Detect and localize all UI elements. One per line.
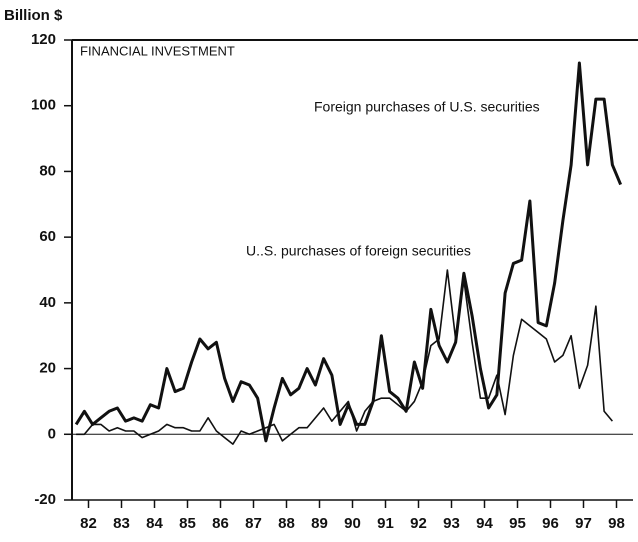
x-tick-label: 93: [443, 515, 460, 532]
x-tick-label: 88: [278, 515, 295, 532]
y-tick-label: 20: [39, 360, 56, 377]
y-axis-label: Billion $: [4, 7, 63, 24]
y-tick-label: -20: [34, 491, 56, 508]
x-tick-label: 89: [311, 515, 328, 532]
y-tick-label: 40: [39, 294, 56, 311]
x-tick-label: 98: [608, 515, 625, 532]
x-tick-label: 85: [179, 515, 196, 532]
y-tick-label: 120: [31, 31, 56, 48]
x-tick-label: 82: [80, 515, 97, 532]
series-line: [76, 269, 613, 445]
x-tick-label: 95: [509, 515, 526, 532]
x-tick-label: 90: [344, 515, 361, 532]
x-tick-label: 83: [113, 515, 130, 532]
x-tick-label: 84: [146, 515, 163, 532]
x-tick-label: 94: [476, 515, 493, 532]
x-tick-label: 96: [542, 515, 559, 532]
y-tick-label: 60: [39, 228, 56, 245]
x-tick-label: 87: [245, 515, 262, 532]
y-tick-label: 100: [31, 97, 56, 114]
x-tick-label: 97: [575, 515, 592, 532]
x-tick-label: 86: [212, 515, 229, 532]
y-tick-label: 0: [48, 425, 56, 442]
x-tick-label: 92: [410, 515, 427, 532]
series-line: [74, 61, 623, 443]
series-label: U..S. purchases of foreign securities: [246, 243, 471, 259]
y-tick-label: 80: [39, 162, 56, 179]
chart-title: FINANCIAL INVESTMENT: [80, 43, 235, 58]
series-label: Foreign purchases of U.S. securities: [314, 99, 540, 115]
x-tick-label: 91: [377, 515, 394, 532]
